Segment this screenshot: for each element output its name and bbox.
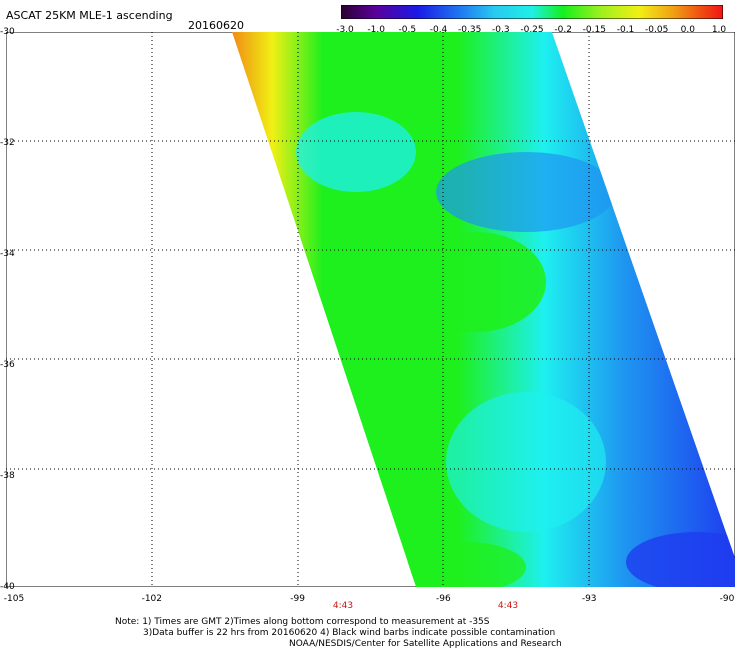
colorbar-tick-label: -0.3 — [492, 25, 510, 35]
colorbar-tick-label: -3.0 — [336, 25, 354, 35]
latitude-label: -36 — [0, 360, 15, 370]
map-date: 20160620 — [188, 19, 244, 32]
map-title: ASCAT 25KM MLE-1 ascending — [6, 9, 173, 22]
colorbar-tick-label: -0.35 — [458, 25, 482, 35]
longitude-label: -96 — [436, 594, 451, 604]
longitude-label: -105 — [3, 594, 25, 604]
colorbar-tick-label: 1.0 — [711, 25, 727, 35]
colorbar-tick-label: -0.1 — [616, 25, 635, 35]
note-line-1: Note: 1) Times are GMT 2)Times along bot… — [115, 617, 490, 627]
graticule — [6, 32, 735, 587]
colorbar — [341, 5, 723, 19]
scatterometer-map — [6, 32, 735, 587]
colorbar-tick-label: -0.25 — [520, 25, 544, 35]
note-line-3: NOAA/NESDIS/Center for Satellite Applica… — [289, 639, 562, 649]
longitude-label: -102 — [141, 594, 163, 604]
latitude-label: -40 — [0, 582, 15, 592]
latitude-label: -30 — [0, 27, 15, 37]
colorbar-tick-label: -1.0 — [367, 25, 385, 35]
time-label: 4:43 — [497, 601, 519, 611]
latitude-label: -32 — [0, 138, 15, 148]
latitude-label: -38 — [0, 471, 15, 481]
wind-swath — [232, 32, 735, 587]
latitude-label: -34 — [0, 249, 15, 259]
colorbar-tick-label: -0.2 — [554, 25, 572, 35]
colorbar-tick-label: 0.0 — [680, 25, 695, 35]
longitude-label: -99 — [290, 594, 305, 604]
longitude-label: -93 — [581, 594, 597, 604]
colorbar-tick-label: -0.5 — [398, 25, 417, 35]
note-line-2: 3)Data buffer is 22 hrs from 20160620 4)… — [143, 628, 556, 638]
colorbar-tick-label: -0.4 — [429, 25, 448, 35]
time-label: 4:43 — [332, 601, 354, 611]
longitude-label: -90 — [719, 594, 735, 604]
colorbar-tick-label: -0.15 — [582, 25, 606, 35]
colorbar-tick-label: -0.05 — [645, 25, 669, 35]
